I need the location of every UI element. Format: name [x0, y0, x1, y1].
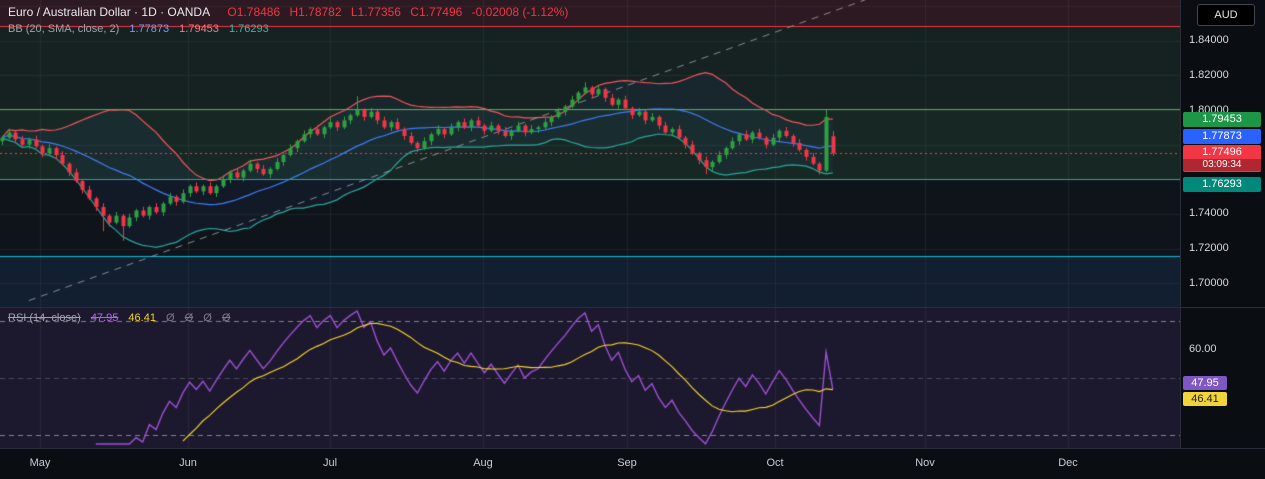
bar-countdown: 03:09:34 — [1183, 159, 1261, 171]
price-tick: 1.74000 — [1189, 207, 1229, 220]
price-badge-value: 1.77873 — [1202, 129, 1242, 142]
pane-separator[interactable] — [0, 307, 1265, 308]
price-badge: 1.79453 — [1183, 112, 1261, 127]
bb-indicator-legend[interactable]: BB (20, SMA, close, 2) 1.77873 1.79453 1… — [8, 23, 276, 35]
chart-canvas[interactable] — [0, 0, 1180, 448]
rsi-hidden-plot-value: Ø — [203, 312, 212, 324]
ohlc-high: H1.78782 — [289, 5, 342, 19]
price-axis[interactable]: AUD 1.84000 1.82000 1.80000 1.74000 1.72000 1… — [1180, 0, 1265, 448]
price-badge-value: 1.76293 — [1202, 177, 1242, 190]
ohlc-close: C1.77496 — [410, 5, 463, 19]
time-axis[interactable]: May Jun Jul Aug Sep Oct Nov Dec — [0, 448, 1265, 479]
price-badge-value: 1.77496 — [1202, 146, 1242, 158]
symbol-title[interactable]: Euro / Australian Dollar · 1D · OANDA — [8, 5, 211, 19]
ohlc-open: O1.78486 — [227, 5, 281, 19]
time-label-nov: Nov — [915, 457, 935, 469]
bb-lower-value: 1.76293 — [228, 23, 269, 35]
bb-upper-value: 1.79453 — [179, 23, 219, 35]
price-badge: 1.77873 — [1183, 128, 1261, 144]
price-tick: 1.72000 — [1189, 242, 1229, 255]
rsi-indicator-legend[interactable]: RSI (14, close) 47.95 46.41 Ø Ø Ø Ø — [8, 312, 237, 324]
symbol-legend[interactable]: Euro / Australian Dollar · 1D · OANDA O1… — [8, 5, 568, 19]
price-badge-value: 1.79453 — [1202, 113, 1242, 125]
rsi-tick: 60.00 — [1189, 343, 1217, 355]
rsi-hidden-plot-value: Ø — [184, 312, 194, 324]
time-label-dec: Dec — [1058, 457, 1078, 469]
rsi-hidden-plot-value: Ø — [221, 312, 231, 324]
price-badge: 1.77496 03:09:34 — [1183, 145, 1261, 172]
bb-basis-value: 1.77873 — [129, 23, 170, 35]
time-label-oct: Oct — [766, 457, 784, 469]
time-label-sep: Sep — [617, 457, 637, 469]
rsi-badge: 47.95 — [1183, 376, 1227, 390]
currency-unit-button[interactable]: AUD — [1197, 4, 1255, 26]
rsi-label[interactable]: RSI (14, close) — [8, 312, 81, 324]
time-label-jun: Jun — [179, 457, 197, 469]
price-tick: 1.84000 — [1189, 34, 1229, 47]
rsi-ma-value: 46.41 — [128, 312, 156, 324]
time-label-may: May — [29, 457, 51, 469]
ohlc-low: L1.77356 — [350, 5, 401, 19]
time-label-jul: Jul — [322, 457, 338, 469]
ohlc-change: -0.02008 (-1.12%) — [471, 5, 569, 19]
bb-label[interactable]: BB (20, SMA, close, 2) — [8, 23, 120, 35]
rsi-hidden-plot-value: Ø — [166, 312, 175, 324]
price-tick: 1.82000 — [1189, 68, 1229, 81]
price-tick: 1.70000 — [1189, 276, 1229, 289]
rsi-badge: 46.41 — [1183, 391, 1227, 406]
rsi-value: 47.95 — [90, 312, 119, 324]
time-label-aug: Aug — [473, 457, 493, 469]
price-badge: 1.76293 — [1183, 176, 1261, 192]
